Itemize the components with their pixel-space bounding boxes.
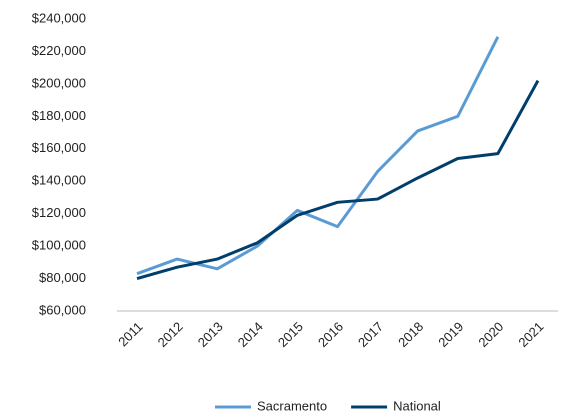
y-tick-label: $140,000: [32, 173, 86, 188]
x-tick-label: 2019: [435, 319, 466, 350]
series-line: [136, 79, 540, 280]
x-tick-label: 2017: [355, 319, 386, 350]
y-tick-label: $240,000: [32, 10, 86, 25]
x-tick-label: 2020: [475, 319, 506, 350]
y-tick-label: $120,000: [32, 205, 86, 220]
y-tick-label: $100,000: [32, 238, 86, 253]
y-tick-label: $180,000: [32, 108, 86, 123]
x-tick-label: 2014: [235, 319, 266, 350]
y-tick-label: $80,000: [39, 270, 86, 285]
series-line: [136, 36, 500, 276]
x-tick-label: 2013: [195, 319, 226, 350]
x-tick-label: 2016: [315, 319, 346, 350]
y-tick-label: $60,000: [39, 302, 86, 317]
x-tick-label: 2011: [115, 319, 145, 349]
legend-label: National: [393, 398, 441, 413]
legend-label: Sacramento: [257, 398, 327, 413]
y-tick-label: $200,000: [32, 75, 86, 90]
x-tick-label: 2021: [515, 319, 546, 350]
x-tick-label: 2012: [155, 319, 186, 350]
x-tick-label: 2018: [395, 319, 426, 350]
x-tick-label: 2015: [275, 319, 306, 350]
y-tick-label: $220,000: [32, 43, 86, 58]
y-tick-label: $160,000: [32, 140, 86, 155]
